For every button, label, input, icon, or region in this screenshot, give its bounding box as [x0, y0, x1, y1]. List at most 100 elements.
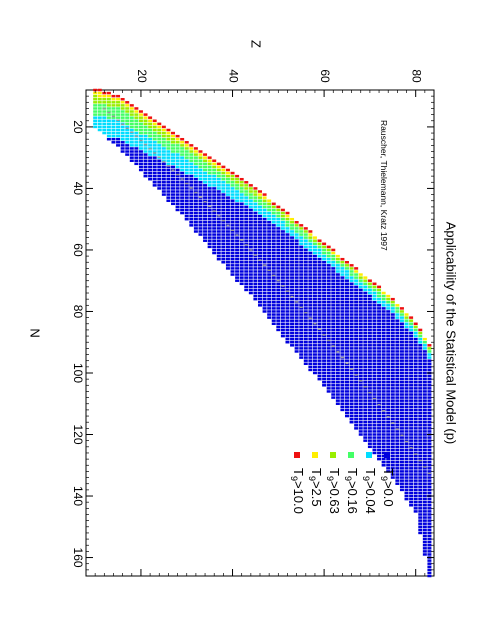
nuclide-cell: [221, 184, 226, 187]
nuclide-cell: [299, 344, 304, 347]
nuclide-cell: [299, 316, 304, 319]
nuclide-cell: [258, 242, 262, 246]
nuclide-cell: [312, 344, 317, 347]
nuclide-cell: [290, 279, 295, 282]
nuclide-cell: [248, 224, 253, 227]
nuclide-cell: [349, 399, 354, 402]
nuclide-cell: [349, 411, 354, 415]
nuclide-cell: [427, 476, 432, 479]
nuclide-cell: [422, 544, 427, 547]
nuclide-cell: [363, 414, 368, 418]
nuclide-cell: [427, 365, 432, 369]
nuclide-cell: [129, 104, 134, 107]
nuclide-cell: [317, 371, 322, 375]
nuclide-cell: [386, 313, 391, 316]
nuclide-cell: [207, 159, 212, 162]
nuclide-cell: [326, 328, 331, 332]
nuclide-cell: [335, 384, 340, 387]
nuclide-cell: [358, 374, 363, 378]
nuclide-cell: [299, 236, 304, 239]
nuclide-cell: [390, 473, 395, 476]
nuclide-cell: [193, 150, 198, 153]
nuclide-cell: [404, 350, 409, 353]
nuclide-cell: [276, 227, 281, 230]
nuclide-cell: [312, 282, 317, 286]
nuclide-cell: [395, 427, 400, 430]
nuclide-cell: [363, 301, 368, 304]
stable-nucleus: [235, 234, 239, 236]
nuclide-cell: [390, 454, 395, 458]
nuclide-cell: [322, 304, 327, 307]
nuclide-cell: [308, 344, 313, 347]
nuclide-cell: [212, 251, 217, 255]
stable-nucleus: [377, 403, 381, 406]
nuclide-cell: [409, 371, 414, 375]
nuclide-cell: [303, 233, 308, 236]
nuclide-cell: [184, 202, 189, 206]
nuclide-cell: [106, 128, 111, 132]
nuclide-cell: [248, 221, 253, 224]
nuclide-cell: [418, 436, 423, 439]
nuclide-cell: [317, 359, 322, 362]
nuclide-cell: [230, 227, 235, 230]
nuclide-cell: [349, 393, 354, 396]
nuclide-cell: [294, 254, 299, 258]
nuclide-cell: [258, 248, 262, 252]
nuclide-cell: [294, 261, 299, 264]
stable-nucleus: [318, 328, 322, 331]
nuclide-cell: [404, 344, 409, 347]
nuclide-cell: [116, 134, 121, 138]
nuclide-cell: [363, 380, 368, 384]
nuclide-cell: [203, 205, 208, 209]
nuclide-cell: [413, 325, 418, 329]
nuclide-cell: [294, 304, 299, 307]
nuclide-cell: [409, 464, 414, 467]
nuclide-cell: [248, 285, 253, 289]
nuclide-cell: [143, 144, 148, 147]
nuclide-cell: [225, 236, 230, 239]
nuclide-cell: [377, 344, 382, 347]
nuclide-cell: [386, 405, 391, 409]
nuclide-cell: [409, 359, 414, 362]
nuclide-cell: [312, 239, 317, 242]
nuclide-cell: [413, 322, 418, 326]
nuclide-cell: [285, 242, 290, 246]
nuclide-cell: [152, 184, 157, 187]
nuclide-cell: [354, 390, 359, 393]
nuclide-cell: [349, 405, 354, 409]
nuclide-cell: [427, 531, 432, 535]
nuclide-cell: [171, 202, 175, 206]
nuclide-cell: [221, 242, 226, 246]
stable-nucleus: [372, 397, 376, 400]
nuclide-cell: [386, 307, 391, 310]
nuclide-cell: [276, 245, 281, 249]
nuclide-cell: [148, 128, 153, 132]
nuclide-cell: [427, 510, 432, 513]
nuclide-cell: [390, 347, 395, 350]
nuclide-cell: [372, 402, 377, 405]
nuclide-cell: [395, 464, 400, 467]
nuclide-cell: [303, 285, 308, 289]
nuclide-cell: [276, 325, 281, 329]
nuclide-cell: [413, 411, 418, 415]
nuclide-cell: [267, 242, 272, 246]
nuclide-cell: [340, 322, 345, 326]
nuclide-cell: [166, 134, 171, 138]
nuclide-cell: [340, 402, 345, 405]
nuclide-cell: [258, 254, 262, 258]
nuclide-cell: [134, 162, 139, 166]
nuclide-cell: [349, 313, 354, 316]
nuclide-cell: [386, 365, 391, 369]
nuclide-cell: [212, 177, 217, 181]
nuclide-cell: [180, 137, 185, 141]
nuclide-cell: [308, 239, 313, 242]
nuclide-cell: [239, 251, 244, 255]
nuclide-cell: [253, 273, 258, 276]
nuclide-cell: [331, 288, 336, 292]
nuclide-cell: [258, 245, 262, 249]
nuclide-cell: [354, 273, 359, 276]
nuclide-cell: [203, 184, 208, 187]
nuclide-cell: [271, 285, 276, 289]
nuclide-cell: [377, 365, 382, 369]
nuclide-cell: [97, 122, 102, 126]
